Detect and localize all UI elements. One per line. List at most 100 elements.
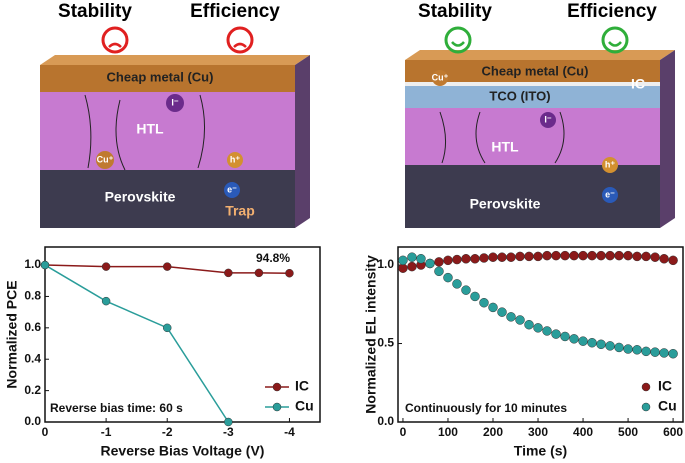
data-point bbox=[659, 348, 669, 358]
data-point bbox=[650, 252, 660, 262]
label: Stability bbox=[58, 1, 132, 22]
happy-face bbox=[444, 26, 472, 54]
legend-label: IC bbox=[658, 378, 672, 394]
x-tick-label: 0 bbox=[400, 425, 407, 439]
data-point bbox=[479, 253, 489, 263]
plot-frame bbox=[397, 246, 684, 423]
annotation: Reverse bias time: 60 s bbox=[50, 401, 183, 415]
data-point bbox=[425, 258, 435, 269]
data-point bbox=[488, 302, 498, 313]
label: Perovskite bbox=[105, 189, 176, 205]
label: Efficiency bbox=[190, 1, 280, 22]
sad-mouth bbox=[233, 42, 247, 48]
data-point bbox=[452, 279, 462, 289]
y-tick-label: 1.0 bbox=[377, 257, 394, 271]
data-point bbox=[398, 255, 408, 266]
label: h⁺ bbox=[230, 154, 240, 164]
data-point bbox=[551, 250, 561, 261]
left-schematic: Stability Efficiency Cheap metal (Cu) HT… bbox=[40, 1, 310, 228]
data-point bbox=[659, 254, 669, 264]
data-point bbox=[497, 307, 507, 317]
side-face bbox=[295, 55, 310, 228]
data-point bbox=[407, 252, 417, 262]
series-line bbox=[44, 264, 290, 274]
data-point bbox=[101, 262, 111, 271]
data-point bbox=[506, 252, 516, 262]
x-tick-label: 300 bbox=[528, 425, 548, 439]
happy-mouth bbox=[608, 41, 622, 47]
data-point bbox=[434, 257, 444, 267]
x-tick-label: 0 bbox=[42, 425, 49, 439]
data-point bbox=[560, 331, 570, 342]
x-tick-label: 600 bbox=[663, 425, 683, 439]
label: I⁻ bbox=[171, 97, 179, 107]
y-tick-label: 0.6 bbox=[24, 320, 41, 334]
x-axis-label: Time (s) bbox=[514, 443, 567, 459]
metal-layer bbox=[405, 60, 660, 82]
data-point bbox=[623, 250, 633, 261]
data-point bbox=[596, 339, 606, 350]
data-point bbox=[470, 254, 480, 264]
legend-marker bbox=[641, 402, 651, 412]
label: Cu⁺ bbox=[432, 72, 449, 82]
x-tick-label: 100 bbox=[438, 425, 458, 439]
data-point bbox=[524, 319, 534, 330]
data-point bbox=[560, 250, 570, 261]
iodide bbox=[540, 112, 556, 128]
data-point bbox=[578, 336, 588, 346]
series-line bbox=[44, 264, 229, 423]
metal-top bbox=[405, 50, 675, 60]
label: HTL bbox=[136, 121, 164, 137]
data-point bbox=[506, 312, 516, 322]
data-point bbox=[443, 272, 453, 283]
x-tick-label: 200 bbox=[483, 425, 503, 439]
x-tick-label: -2 bbox=[162, 425, 173, 439]
data-point bbox=[614, 342, 624, 353]
data-point bbox=[668, 348, 678, 359]
y-tick-label: 0.5 bbox=[377, 336, 394, 350]
data-point bbox=[578, 250, 588, 261]
label: e⁻ bbox=[227, 184, 237, 194]
happy-face bbox=[601, 26, 629, 54]
data-point bbox=[551, 329, 561, 339]
label: Efficiency bbox=[567, 1, 657, 22]
data-point bbox=[533, 251, 543, 262]
data-point bbox=[470, 291, 480, 302]
label: Trap bbox=[225, 203, 255, 219]
y-tick-label: 1.0 bbox=[24, 257, 41, 271]
plot-frame bbox=[44, 246, 321, 423]
data-point bbox=[605, 250, 615, 261]
data-point bbox=[524, 251, 534, 262]
data-point bbox=[650, 347, 660, 357]
metal-layer bbox=[40, 65, 295, 92]
electron bbox=[224, 182, 240, 198]
data-point bbox=[224, 268, 233, 278]
sad-mouth bbox=[108, 42, 122, 48]
data-point bbox=[632, 251, 642, 262]
data-point bbox=[434, 266, 444, 277]
data-point bbox=[632, 345, 642, 355]
label: h⁺ bbox=[605, 159, 615, 169]
label: I⁻ bbox=[544, 114, 552, 124]
label: e⁻ bbox=[605, 189, 615, 199]
data-point bbox=[614, 250, 624, 261]
electron bbox=[602, 187, 618, 203]
legend-label: Cu bbox=[295, 398, 314, 414]
cu-ion bbox=[432, 70, 448, 86]
happy-mouth bbox=[451, 41, 465, 47]
cu-ion bbox=[96, 151, 114, 169]
data-point bbox=[569, 334, 579, 344]
data-point bbox=[162, 323, 172, 333]
x-tick-label: 500 bbox=[618, 425, 638, 439]
y-tick-label: 0.0 bbox=[377, 414, 394, 428]
data-point bbox=[533, 323, 543, 333]
legend-marker bbox=[272, 382, 282, 392]
x-tick-label: -1 bbox=[101, 425, 112, 439]
label: TCO (ITO) bbox=[489, 88, 550, 103]
data-point bbox=[542, 326, 552, 336]
data-point bbox=[515, 251, 525, 262]
perovskite-layer bbox=[40, 170, 295, 228]
label: Cu⁺ bbox=[97, 154, 114, 164]
data-point bbox=[479, 297, 489, 308]
